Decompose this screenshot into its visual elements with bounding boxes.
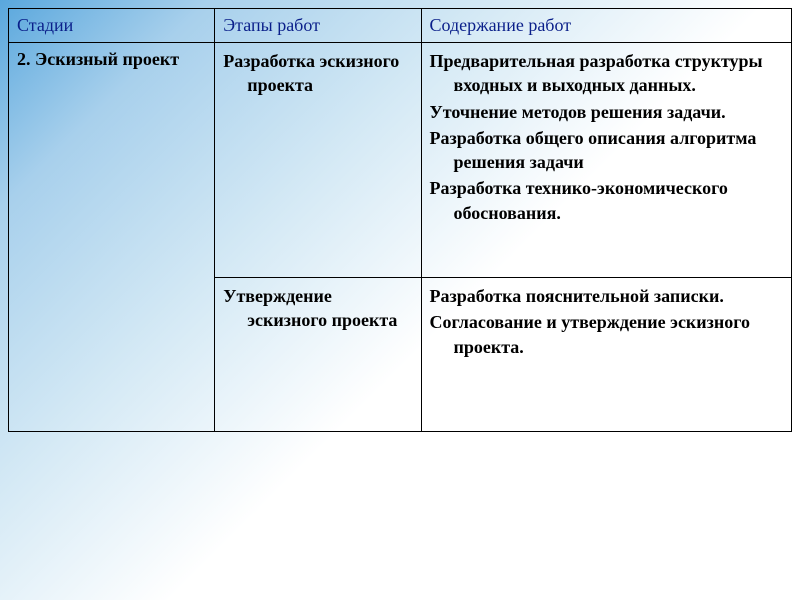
stages-table: Стадии Этапы работ Содержание работ 2. Э… xyxy=(8,8,792,432)
header-stage: Стадии xyxy=(9,9,215,43)
header-phase: Этапы работ xyxy=(215,9,421,43)
content-item: Согласование и утверждение эскизного про… xyxy=(430,310,784,359)
header-row: Стадии Этапы работ Содержание работ xyxy=(9,9,792,43)
phase-text: Разработка эскизного проекта xyxy=(223,49,412,98)
content-cell: Разработка пояснительной записки. Соглас… xyxy=(421,278,792,432)
content-item: Уточнение методов решения задачи. xyxy=(430,100,784,124)
content-item: Разработка общего описания алгоритма реш… xyxy=(430,126,784,175)
table-row: 2. Эскизный проект Разработка эскизного … xyxy=(9,43,792,278)
phase-cell: Утверждение эскизного проекта xyxy=(215,278,421,432)
phase-cell: Разработка эскизного проекта xyxy=(215,43,421,278)
stage-cell: 2. Эскизный проект xyxy=(9,43,215,432)
content-item: Предварительная разработка структуры вхо… xyxy=(430,49,784,98)
header-content: Содержание работ xyxy=(421,9,792,43)
content-item: Разработка пояснительной записки. xyxy=(430,284,784,308)
phase-text: Утверждение эскизного проекта xyxy=(223,284,412,333)
content-cell: Предварительная разработка структуры вхо… xyxy=(421,43,792,278)
content-item: Разработка технико-экономического обосно… xyxy=(430,176,784,225)
